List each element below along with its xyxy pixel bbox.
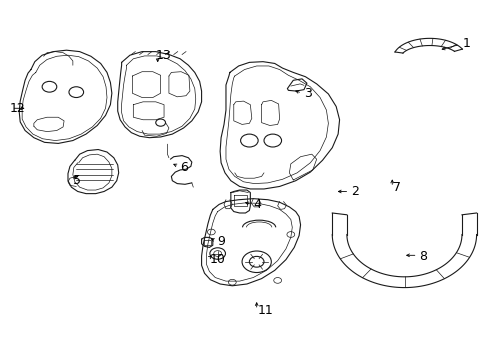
Text: 10: 10 (209, 253, 225, 266)
Text: 4: 4 (253, 198, 261, 211)
Text: 5: 5 (73, 174, 81, 187)
Text: 12: 12 (9, 103, 25, 116)
Text: 2: 2 (350, 185, 358, 198)
Text: 1: 1 (462, 37, 470, 50)
Text: 8: 8 (418, 249, 426, 262)
Text: 7: 7 (392, 181, 400, 194)
Text: 9: 9 (217, 235, 225, 248)
Text: 13: 13 (156, 49, 171, 62)
Text: 11: 11 (258, 305, 273, 318)
Text: 3: 3 (304, 87, 311, 100)
Text: 6: 6 (180, 161, 187, 174)
